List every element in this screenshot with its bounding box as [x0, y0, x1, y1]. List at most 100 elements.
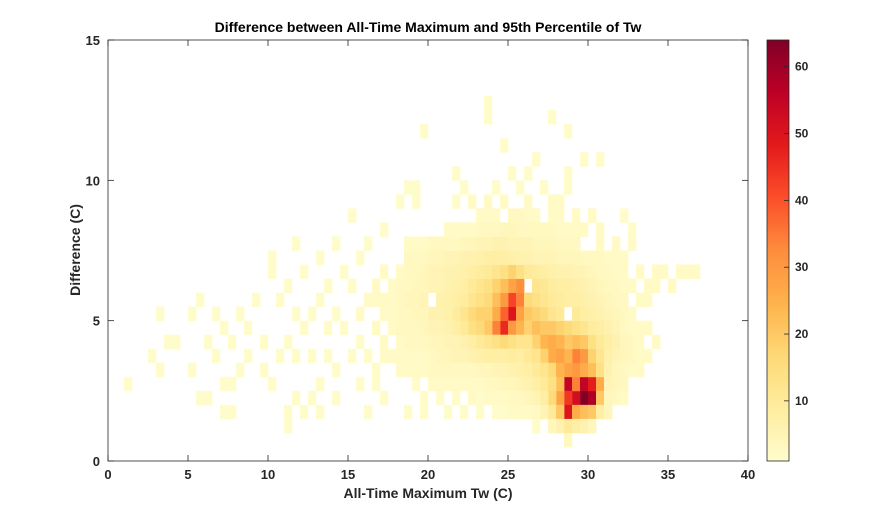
- heatmap-cell: [508, 208, 517, 223]
- heatmap-cell: [620, 334, 629, 350]
- heatmap-cell: [652, 264, 661, 279]
- heatmap-cell: [420, 236, 429, 251]
- heatmap-cell: [292, 236, 301, 251]
- heatmap-cell: [572, 222, 581, 237]
- heatmap-cell: [444, 222, 453, 237]
- heatmap-cell: [476, 292, 485, 308]
- heatmap-cell: [452, 292, 461, 308]
- heatmap-cell: [452, 362, 461, 378]
- heatmap-cell: [676, 264, 685, 279]
- heatmap-cell: [588, 334, 597, 350]
- heatmap-cell: [492, 362, 501, 378]
- heatmap-cell: [684, 264, 693, 279]
- chart-title: Difference between All-Time Maximum and …: [215, 19, 642, 35]
- heatmap-cell: [596, 376, 605, 392]
- heatmap-cell: [300, 264, 309, 279]
- heatmap-cell: [548, 208, 557, 223]
- heatmap-cell: [372, 278, 381, 293]
- heatmap-cell: [484, 320, 493, 336]
- heatmap-cell: [604, 404, 613, 420]
- heatmap-cell: [572, 208, 581, 223]
- heatmap-cell: [540, 180, 549, 195]
- heatmap-cell: [476, 250, 485, 265]
- heatmap-cell: [636, 348, 645, 364]
- heatmap-cell: [524, 404, 533, 420]
- heatmap-cell: [564, 390, 573, 406]
- heatmap-cell: [540, 404, 549, 420]
- heatmap-cell: [500, 264, 509, 279]
- heatmap-cell: [492, 264, 501, 279]
- heatmap-cell: [404, 320, 413, 336]
- heatmap-cell: [420, 390, 429, 406]
- heatmap-cell: [612, 236, 621, 251]
- heatmap-cell: [404, 180, 413, 195]
- heatmap-cell: [420, 404, 429, 420]
- colorbar: [766, 39, 790, 462]
- heatmap-cell: [500, 376, 509, 392]
- heatmap-cell: [220, 404, 229, 420]
- heatmap-cell: [404, 348, 413, 364]
- heatmap-cell: [612, 306, 621, 322]
- heatmap-cell: [412, 264, 421, 279]
- heatmap-cell: [540, 362, 549, 378]
- heatmap-cell: [444, 362, 453, 378]
- heatmap-cell: [564, 250, 573, 265]
- heatmap-cell: [572, 264, 581, 279]
- heatmap-cell: [628, 222, 637, 237]
- y-axis-label: Difference (C): [67, 204, 83, 296]
- heatmap-cell: [620, 250, 629, 265]
- heatmap-cell: [500, 292, 509, 308]
- heatmap-cell: [468, 222, 477, 237]
- heatmap-cell: [484, 222, 493, 237]
- heatmap-cell: [524, 264, 533, 279]
- heatmap-cell: [468, 292, 477, 308]
- heatmap-cell: [452, 250, 461, 265]
- heatmap-cell: [612, 320, 621, 336]
- y-tick-label: 0: [93, 454, 100, 469]
- heatmap-cell: [436, 236, 445, 251]
- heatmap-cell: [204, 390, 213, 406]
- x-tick-label: 15: [341, 467, 355, 482]
- heatmap-cell: [308, 348, 317, 364]
- heatmap-cell: [276, 348, 285, 364]
- heatmap-cell: [540, 390, 549, 406]
- heatmap-cell: [580, 362, 589, 378]
- heatmap-cell: [452, 222, 461, 237]
- heatmap-cell: [420, 320, 429, 336]
- heatmap-cell: [300, 404, 309, 420]
- heatmap-cell: [596, 292, 605, 308]
- heatmap-cell: [284, 404, 293, 420]
- heatmap-cell: [476, 236, 485, 251]
- heatmap-cell: [628, 334, 637, 350]
- heatmap-cell: [444, 250, 453, 265]
- heatmap-cell: [412, 180, 421, 195]
- heatmap-cell: [420, 264, 429, 279]
- heatmap-cell: [236, 306, 245, 322]
- heatmap-cell: [596, 236, 605, 251]
- heatmap-cell: [548, 222, 557, 237]
- heatmap-cell: [484, 96, 493, 111]
- heatmap-cell: [612, 334, 621, 350]
- heatmap-cell: [436, 278, 445, 293]
- heatmap-cell: [540, 348, 549, 364]
- heatmap-cell: [636, 334, 645, 350]
- x-tick-label: 0: [104, 467, 111, 482]
- heatmap-cell: [492, 250, 501, 265]
- heatmap-cell: [516, 236, 525, 251]
- heatmap-cell: [460, 180, 469, 195]
- heatmap-cell: [636, 264, 645, 279]
- heatmap-cell: [404, 250, 413, 265]
- heatmap-cell: [468, 236, 477, 251]
- heatmap-cell: [460, 376, 469, 392]
- heatmap-cell: [420, 278, 429, 293]
- heatmap-cell: [564, 264, 573, 279]
- heatmap-cell: [460, 404, 469, 420]
- heatmap-cell: [316, 404, 325, 420]
- heatmap-cell: [228, 404, 237, 420]
- heatmap-cell: [404, 404, 413, 420]
- heatmap-cell: [476, 348, 485, 364]
- heatmap-cell: [516, 348, 525, 364]
- heatmap-cell: [556, 278, 565, 293]
- plot-frame: [107, 39, 749, 462]
- heatmap-cell: [484, 362, 493, 378]
